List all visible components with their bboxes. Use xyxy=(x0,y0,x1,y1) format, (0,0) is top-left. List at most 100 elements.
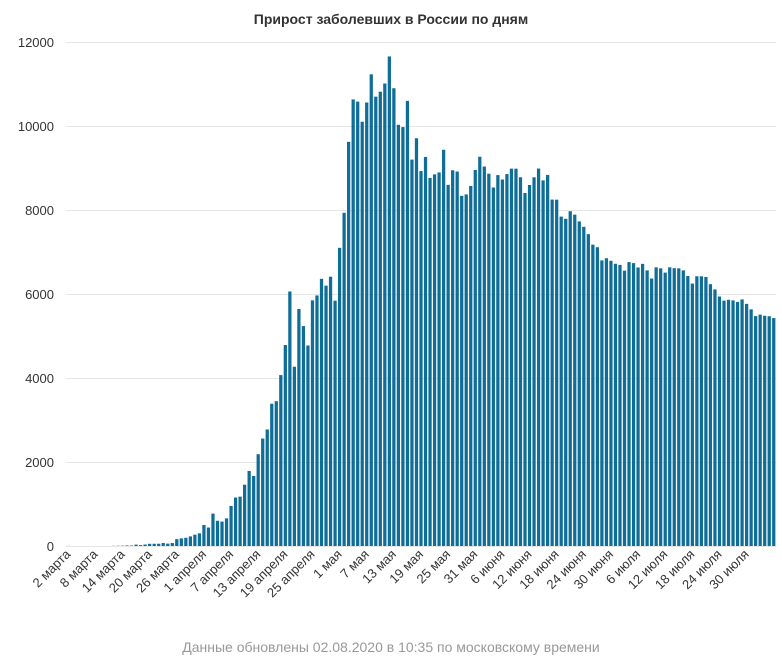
bar[interactable] xyxy=(134,544,138,546)
bar[interactable] xyxy=(464,194,468,547)
bar[interactable] xyxy=(717,296,722,546)
bar[interactable] xyxy=(387,56,391,546)
bar[interactable] xyxy=(374,96,378,546)
bar[interactable] xyxy=(550,199,554,546)
bar[interactable] xyxy=(441,149,446,546)
bar[interactable] xyxy=(229,505,233,546)
bar[interactable] xyxy=(310,300,315,546)
bar[interactable] xyxy=(595,247,599,546)
bar[interactable] xyxy=(559,216,563,546)
bar[interactable] xyxy=(754,316,758,546)
bar[interactable] xyxy=(270,403,274,546)
bar[interactable] xyxy=(677,268,681,546)
bar[interactable] xyxy=(252,475,256,546)
bar[interactable] xyxy=(328,276,333,546)
bar[interactable] xyxy=(301,326,306,546)
bar[interactable] xyxy=(663,272,667,546)
bar[interactable] xyxy=(726,299,731,546)
bar[interactable] xyxy=(482,166,486,546)
bar[interactable] xyxy=(469,185,473,547)
bar[interactable] xyxy=(274,401,278,546)
bar[interactable] xyxy=(509,168,514,546)
bar[interactable] xyxy=(772,318,776,546)
bar[interactable] xyxy=(211,513,215,546)
bar[interactable] xyxy=(650,278,654,546)
bar[interactable] xyxy=(315,295,319,546)
bar[interactable] xyxy=(568,211,572,546)
bar[interactable] xyxy=(392,88,396,547)
bar[interactable] xyxy=(555,199,559,547)
bar[interactable] xyxy=(564,218,568,546)
bar[interactable] xyxy=(451,170,455,546)
bar[interactable] xyxy=(478,156,482,547)
bar[interactable] xyxy=(672,268,676,546)
bar[interactable] xyxy=(573,214,577,546)
bar[interactable] xyxy=(591,244,595,547)
bar[interactable] xyxy=(514,168,518,547)
bar[interactable] xyxy=(337,247,342,546)
bar[interactable] xyxy=(206,527,211,546)
bar[interactable] xyxy=(193,534,197,546)
bar[interactable] xyxy=(500,179,505,546)
bar[interactable] xyxy=(188,536,192,546)
bar[interactable] xyxy=(708,284,713,546)
bar[interactable] xyxy=(148,543,152,546)
bar[interactable] xyxy=(686,276,690,546)
bar[interactable] xyxy=(342,212,346,546)
bar[interactable] xyxy=(238,496,242,546)
bar[interactable] xyxy=(423,156,428,546)
bar[interactable] xyxy=(577,221,581,547)
bar[interactable] xyxy=(735,301,740,546)
bar[interactable] xyxy=(378,91,382,546)
bar[interactable] xyxy=(360,121,364,546)
bar[interactable] xyxy=(518,177,523,546)
bar[interactable] xyxy=(645,270,649,546)
bar[interactable] xyxy=(297,309,301,546)
bar[interactable] xyxy=(460,195,464,547)
bar[interactable] xyxy=(233,497,238,546)
bar[interactable] xyxy=(536,168,541,547)
bar[interactable] xyxy=(546,174,550,546)
bar[interactable] xyxy=(758,314,762,546)
bar[interactable] xyxy=(496,175,500,546)
bar[interactable] xyxy=(288,291,292,546)
bar[interactable] xyxy=(622,270,627,546)
bar[interactable] xyxy=(175,539,179,546)
bar[interactable] xyxy=(604,258,609,546)
bar[interactable] xyxy=(220,521,224,546)
bar[interactable] xyxy=(491,187,495,547)
bar[interactable] xyxy=(654,267,658,546)
bar[interactable] xyxy=(243,484,247,546)
bar[interactable] xyxy=(613,263,618,546)
bar[interactable] xyxy=(351,99,355,546)
bar[interactable] xyxy=(428,177,432,546)
bar[interactable] xyxy=(713,289,717,546)
bar[interactable] xyxy=(640,263,645,546)
bar[interactable] xyxy=(383,83,387,547)
bar[interactable] xyxy=(157,543,161,546)
bar[interactable] xyxy=(636,267,640,546)
bar[interactable] xyxy=(184,537,188,546)
bar[interactable] xyxy=(668,267,672,546)
bar[interactable] xyxy=(600,260,604,546)
bar[interactable] xyxy=(369,74,373,547)
bar[interactable] xyxy=(247,470,251,546)
bar[interactable] xyxy=(152,543,156,546)
bar[interactable] xyxy=(138,545,143,546)
bar[interactable] xyxy=(419,171,423,547)
bar[interactable] xyxy=(292,366,297,546)
bar[interactable] xyxy=(125,545,129,546)
bar[interactable] xyxy=(527,185,532,546)
bar[interactable] xyxy=(414,138,419,546)
bar[interactable] xyxy=(487,173,491,546)
bar[interactable] xyxy=(618,264,622,546)
bar[interactable] xyxy=(473,170,477,546)
bar[interactable] xyxy=(306,345,310,546)
bar[interactable] xyxy=(179,538,183,546)
bar[interactable] xyxy=(763,315,767,546)
bar[interactable] xyxy=(356,101,360,546)
bar[interactable] xyxy=(437,172,441,546)
bar[interactable] xyxy=(405,100,410,546)
bar[interactable] xyxy=(279,375,283,546)
bar[interactable] xyxy=(532,177,536,546)
